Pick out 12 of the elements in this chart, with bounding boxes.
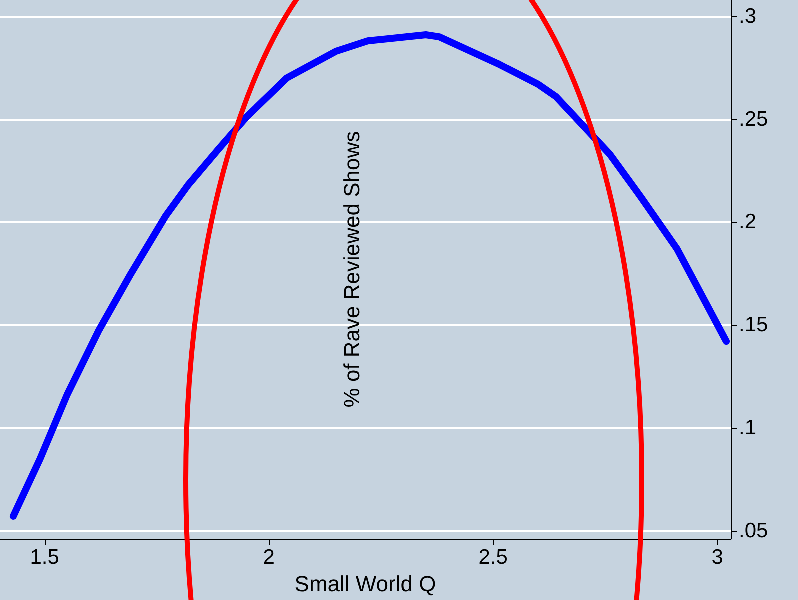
y-tick-label: .25 [739, 108, 768, 131]
y-tick-label: .05 [739, 519, 768, 542]
y-tick-label: .2 [739, 210, 757, 234]
x-tick-label: 3 [712, 546, 724, 570]
y-axis-title: % of Rave Reviewed Shows [340, 131, 364, 408]
y-tick-label: .1 [739, 416, 757, 440]
x-axis-title: Small World Q [294, 572, 436, 596]
x-tick-label: 2.5 [478, 546, 508, 570]
y-tick-label: .15 [739, 314, 768, 337]
x-tick-label: 1.5 [30, 546, 60, 570]
x-tick-label: 2 [263, 546, 275, 570]
y-tick-label: .3 [739, 4, 757, 28]
